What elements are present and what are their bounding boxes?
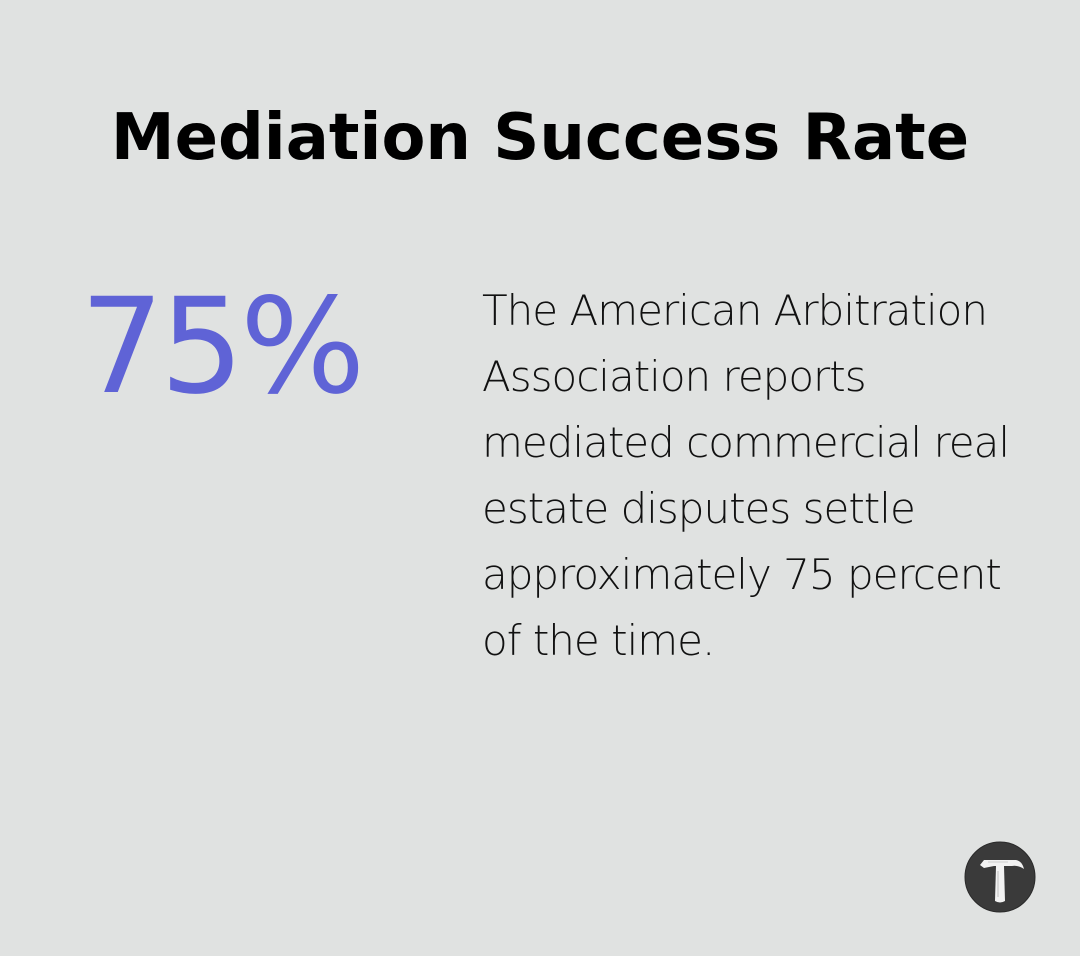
hammer-icon [964, 841, 1036, 913]
stat-value: 75% [80, 270, 365, 424]
brand-logo [964, 841, 1036, 913]
page-title: Mediation Success Rate [110, 101, 970, 175]
stat-description: The American Arbitration Association rep… [482, 286, 1010, 665]
